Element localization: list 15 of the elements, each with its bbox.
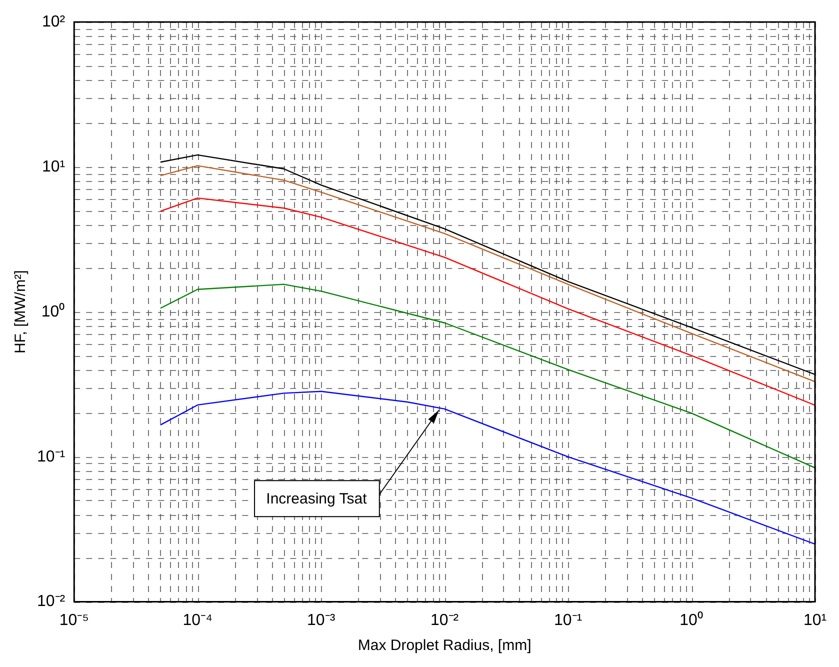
y-tick-label: 10⁰ xyxy=(41,302,66,320)
y-tick-label: 10¹ xyxy=(42,158,66,176)
y-tick-label: 10⁻² xyxy=(37,593,66,610)
y-tick-label: 10² xyxy=(42,13,66,30)
x-tick-label: 10⁻⁵ xyxy=(59,612,89,629)
y-tick-label: 10⁻¹ xyxy=(37,448,66,466)
x-tick-label: 10¹ xyxy=(803,612,827,629)
x-tick-label: 10⁻¹ xyxy=(554,612,582,629)
y-axis-title: HF, [MW/m²] xyxy=(12,270,30,354)
x-tick-label: 10⁻³ xyxy=(307,612,336,629)
x-tick-label: 10⁻⁴ xyxy=(182,612,213,629)
annotation: Increasing Tsat xyxy=(266,490,368,508)
x-tick-label: 10⁰ xyxy=(680,610,704,629)
x-tick-label: 10⁻² xyxy=(430,612,460,629)
x-axis-title: Max Droplet Radius, [mm] xyxy=(358,637,532,654)
